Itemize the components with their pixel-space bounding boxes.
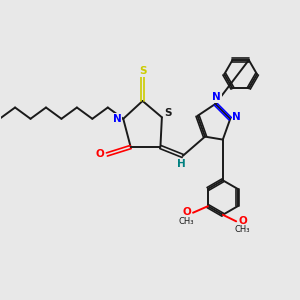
Text: O: O xyxy=(182,207,191,218)
Text: CH₃: CH₃ xyxy=(179,217,194,226)
Text: N: N xyxy=(212,92,221,102)
Text: S: S xyxy=(165,108,172,118)
Text: CH₃: CH₃ xyxy=(235,225,250,234)
Text: S: S xyxy=(139,66,146,76)
Text: N: N xyxy=(113,114,122,124)
Text: O: O xyxy=(95,149,104,160)
Text: H: H xyxy=(177,159,186,169)
Text: N: N xyxy=(232,112,241,122)
Text: O: O xyxy=(238,216,247,226)
